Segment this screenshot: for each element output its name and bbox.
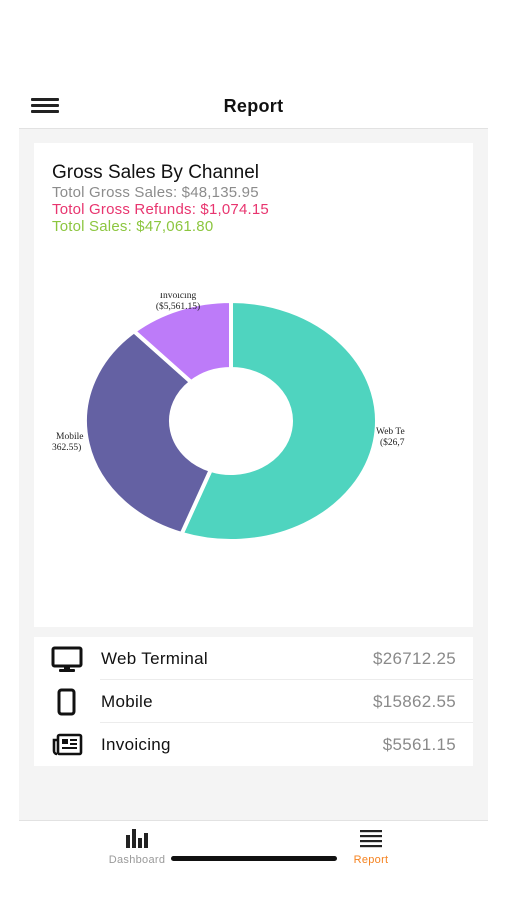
tab-label: Report bbox=[353, 854, 389, 866]
mobile-phone-icon bbox=[57, 688, 76, 716]
bar-chart-icon bbox=[126, 829, 148, 848]
channel-name: Invoicing bbox=[101, 735, 171, 754]
desktop-monitor-icon bbox=[51, 646, 83, 672]
list-lines-icon bbox=[360, 830, 382, 848]
newspaper-invoice-icon bbox=[52, 733, 83, 756]
donut-slice-invoicing[interactable] bbox=[130, 298, 233, 385]
total-gross-sales-text: Totol Gross Sales: $48,135.95 bbox=[52, 184, 259, 201]
channel-amount: $26712.25 bbox=[372, 649, 456, 668]
gross-sales-chart-card: Gross Sales By Channel Totol Gross Sales… bbox=[34, 143, 473, 627]
page-title: Report bbox=[223, 96, 284, 116]
home-indicator bbox=[171, 856, 337, 861]
channel-amount: $15862.55 bbox=[372, 692, 456, 711]
app-frame: Report Gross Sales By Channel Totol Gros… bbox=[19, 84, 488, 900]
channel-amount: $5561.15 bbox=[382, 735, 456, 754]
report-content[interactable]: Gross Sales By Channel Totol Gross Sales… bbox=[19, 129, 488, 820]
channel-name: Mobile bbox=[101, 692, 153, 711]
row-divider bbox=[100, 679, 473, 680]
donut-slice-mobile[interactable] bbox=[83, 328, 214, 537]
list-item-invoicing[interactable]: Invoicing $5561.15 bbox=[34, 723, 473, 766]
row-divider bbox=[100, 722, 473, 723]
tab-bar: Dashboard Report bbox=[19, 820, 488, 900]
tab-dashboard[interactable]: Dashboard bbox=[77, 821, 197, 871]
chart-card-title: Gross Sales By Channel bbox=[52, 162, 259, 183]
hamburger-menu-icon[interactable] bbox=[31, 98, 59, 114]
slice-label-invoicing-value: ($5,561.15) bbox=[156, 301, 200, 312]
tab-report[interactable]: Report bbox=[311, 821, 431, 871]
channel-list: Web Terminal $26712.25 Mobile $15862.55 bbox=[34, 637, 473, 766]
tab-label: Dashboard bbox=[108, 854, 166, 866]
sales-donut-chart[interactable]: Invoicing ($5,561.15) Mobile 362.55) Web… bbox=[34, 293, 473, 553]
nav-bar: Report bbox=[19, 84, 488, 129]
slice-label-mobile-value: 362.55) bbox=[52, 442, 81, 453]
total-gross-refunds-text: Totol Gross Refunds: $1,074.15 bbox=[52, 201, 269, 218]
list-item-mobile[interactable]: Mobile $15862.55 bbox=[34, 680, 473, 723]
slice-label-web-terminal-name: Web Te bbox=[376, 427, 405, 437]
list-item-web-terminal[interactable]: Web Terminal $26712.25 bbox=[34, 637, 473, 680]
slice-label-mobile-name: Mobile bbox=[56, 432, 83, 442]
slice-label-invoicing-name: Invoicing bbox=[160, 293, 197, 301]
total-sales-text: Totol Sales: $47,061.80 bbox=[52, 218, 214, 235]
slice-label-web-terminal-value: ($26,7 bbox=[380, 437, 405, 448]
donut-slice-web-terminal[interactable] bbox=[178, 298, 379, 543]
channel-name: Web Terminal bbox=[101, 649, 208, 668]
